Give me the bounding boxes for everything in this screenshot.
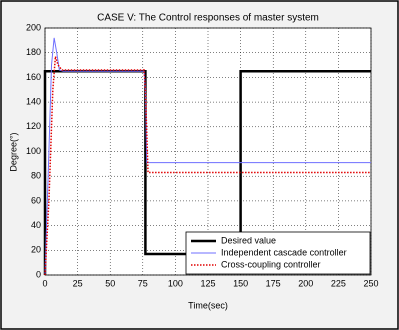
- x-tick-label: 25: [73, 278, 83, 288]
- series-line: [43, 69, 371, 275]
- legend-label: Cross-coupling controller: [221, 259, 321, 269]
- x-tick-label: 50: [105, 278, 115, 288]
- y-tick-label: 160: [26, 72, 41, 82]
- y-tick-label: 20: [31, 245, 41, 255]
- y-tick-label: 200: [26, 22, 41, 32]
- y-tick-label: 140: [26, 96, 41, 106]
- chart-title: CASE V: The Control responses of master …: [97, 13, 319, 24]
- x-tick-label: 150: [233, 278, 248, 288]
- x-tick-label: 0: [42, 278, 47, 288]
- x-tick-label: 175: [266, 278, 281, 288]
- x-tick-label: 200: [298, 278, 313, 288]
- y-tick-label: 40: [31, 220, 41, 230]
- x-axis-label: Time(sec): [188, 300, 228, 310]
- y-tick-label: 120: [26, 121, 41, 131]
- legend-label: Desired value: [221, 235, 276, 245]
- x-tick-label: 225: [331, 278, 346, 288]
- legend-label: Independent cascade controller: [221, 247, 347, 257]
- series-line: [44, 56, 371, 276]
- y-tick-label: 80: [31, 171, 41, 181]
- y-tick-label: 180: [26, 47, 41, 57]
- y-tick-label: 0: [36, 269, 41, 279]
- y-tick-label: 100: [26, 146, 41, 156]
- x-tick-label: 100: [168, 278, 183, 288]
- y-tick-label: 60: [31, 195, 41, 205]
- y-axis-label: Degree(°): [8, 132, 18, 171]
- legend-box: [185, 231, 371, 275]
- x-tick-label: 75: [138, 278, 148, 288]
- x-tick-label: 125: [200, 278, 215, 288]
- x-tick-label: 250: [363, 278, 378, 288]
